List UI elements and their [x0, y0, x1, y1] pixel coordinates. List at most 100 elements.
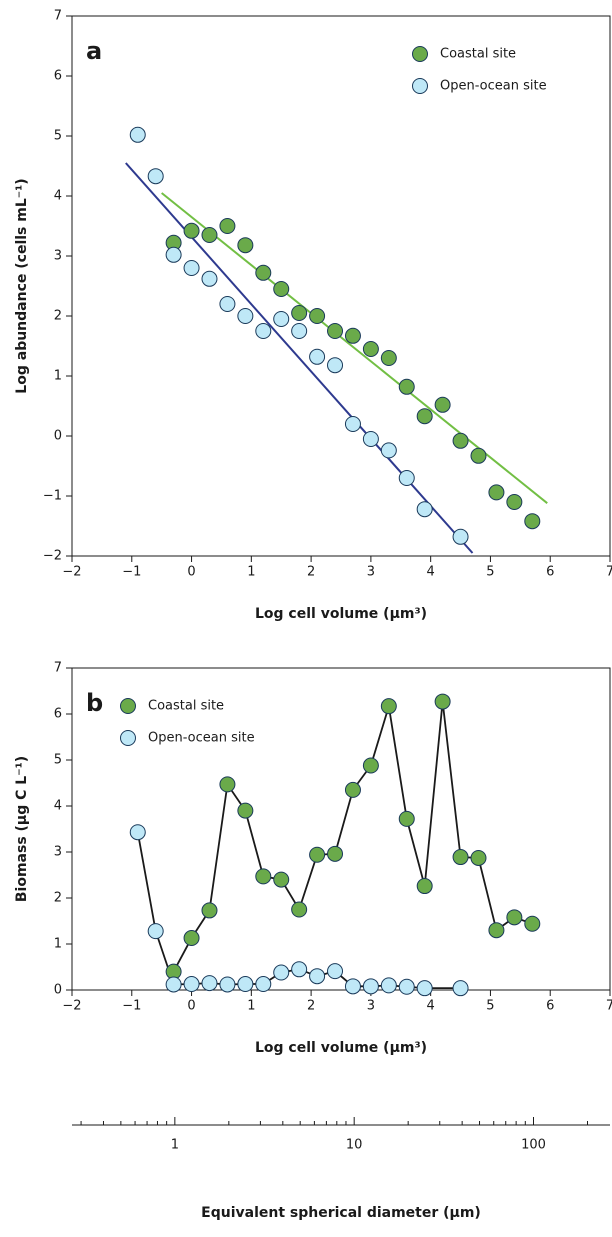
data-point — [398, 810, 415, 827]
y-axis-label: Biomass (μg C L⁻¹) — [14, 756, 30, 902]
y-tick-label: 3 — [54, 845, 62, 860]
x-tick-label: 7 — [606, 999, 612, 1014]
x-tick-label: 4 — [427, 999, 435, 1014]
data-point — [291, 323, 308, 339]
data-point — [327, 845, 344, 862]
data-point — [470, 447, 487, 464]
data-point — [291, 961, 308, 978]
x-tick-label: 3 — [367, 999, 375, 1014]
data-point — [380, 442, 397, 459]
data-point — [398, 978, 415, 995]
data-point — [327, 357, 344, 374]
data-point — [327, 963, 344, 980]
y-tick-label: −2 — [43, 549, 62, 564]
x-tick-label: 1 — [247, 565, 255, 580]
data-point — [255, 323, 272, 339]
x-tick-label: 0 — [187, 565, 195, 580]
data-point — [362, 757, 379, 774]
x-tick-label: 0 — [187, 999, 195, 1014]
x-tick-label: 5 — [486, 999, 494, 1014]
data-point — [201, 270, 218, 287]
x-tick-label: 2 — [307, 999, 315, 1014]
data-point — [380, 698, 397, 715]
legend-label: Coastal site — [148, 699, 224, 714]
x-tick-label: 10 — [346, 1138, 363, 1153]
data-point — [452, 432, 469, 449]
legend-label: Open-ocean site — [148, 731, 255, 746]
data-point — [255, 976, 272, 993]
data-point — [309, 846, 326, 863]
data-point — [362, 978, 379, 995]
data-point — [129, 824, 146, 841]
x-tick-label: 7 — [606, 565, 612, 580]
data-point — [452, 528, 469, 545]
x-tick-label: −1 — [122, 565, 141, 580]
x-tick-label: 6 — [546, 999, 554, 1014]
plot-frame — [71, 15, 611, 557]
y-tick-label: 0 — [54, 983, 62, 998]
legend-marker — [412, 46, 428, 62]
data-point — [452, 980, 469, 997]
x-axis-label: Log cell volume (μm³) — [255, 606, 427, 622]
data-point — [524, 915, 541, 932]
x-tick-label: 2 — [307, 565, 315, 580]
y-tick-label: 4 — [54, 189, 62, 204]
data-point — [327, 323, 344, 339]
data-point — [416, 408, 433, 425]
y-tick-label: −1 — [43, 489, 62, 504]
data-point — [362, 341, 379, 357]
data-point — [255, 264, 272, 281]
data-point — [273, 871, 290, 888]
data-point — [470, 849, 487, 866]
x-tick-label: −2 — [62, 999, 81, 1014]
panel-label: b — [86, 689, 103, 717]
y-tick-label: 3 — [54, 249, 62, 264]
data-point — [524, 513, 541, 530]
data-point — [309, 348, 326, 365]
x-tick-label: −1 — [122, 999, 141, 1014]
fit-line — [125, 162, 474, 554]
y-tick-label: 6 — [54, 69, 62, 84]
data-point — [219, 976, 236, 993]
x-tick-label: 5 — [486, 565, 494, 580]
legend-label: Coastal site — [440, 47, 516, 62]
y-tick-label: 0 — [54, 429, 62, 444]
data-point — [273, 311, 290, 327]
data-point — [165, 246, 182, 263]
y-tick-label: 7 — [54, 661, 62, 676]
data-point — [183, 260, 200, 276]
data-point — [237, 802, 254, 819]
x-axis-label: Log cell volume (μm³) — [255, 1040, 427, 1056]
data-point — [488, 922, 505, 939]
y-tick-label: 5 — [54, 129, 62, 144]
x-tick-label: 1 — [247, 999, 255, 1014]
data-point — [255, 868, 272, 885]
y-tick-label: 4 — [54, 799, 62, 814]
data-point — [201, 227, 218, 243]
data-point — [309, 308, 326, 324]
data-point — [309, 968, 326, 985]
data-point — [488, 484, 505, 501]
data-point — [506, 494, 523, 510]
data-point — [219, 218, 236, 234]
x-tick-label: 1 — [171, 1138, 179, 1153]
data-point — [273, 281, 290, 297]
data-point — [291, 901, 308, 918]
fit-line — [161, 192, 548, 504]
x-tick-label: 6 — [546, 565, 554, 580]
data-point — [183, 976, 200, 993]
data-point — [183, 930, 200, 947]
x-axis-label: Equivalent spherical diameter (μm) — [201, 1205, 481, 1221]
data-point — [416, 501, 433, 518]
data-point — [398, 378, 415, 395]
data-point — [434, 396, 451, 413]
data-point — [273, 964, 290, 981]
data-point — [398, 470, 415, 486]
data-point — [362, 431, 379, 447]
legend-label: Open-ocean site — [440, 79, 547, 94]
data-point — [129, 126, 146, 143]
data-point — [183, 222, 200, 239]
legend-marker — [120, 698, 136, 714]
data-point — [380, 977, 397, 994]
y-tick-label: 7 — [54, 9, 62, 24]
